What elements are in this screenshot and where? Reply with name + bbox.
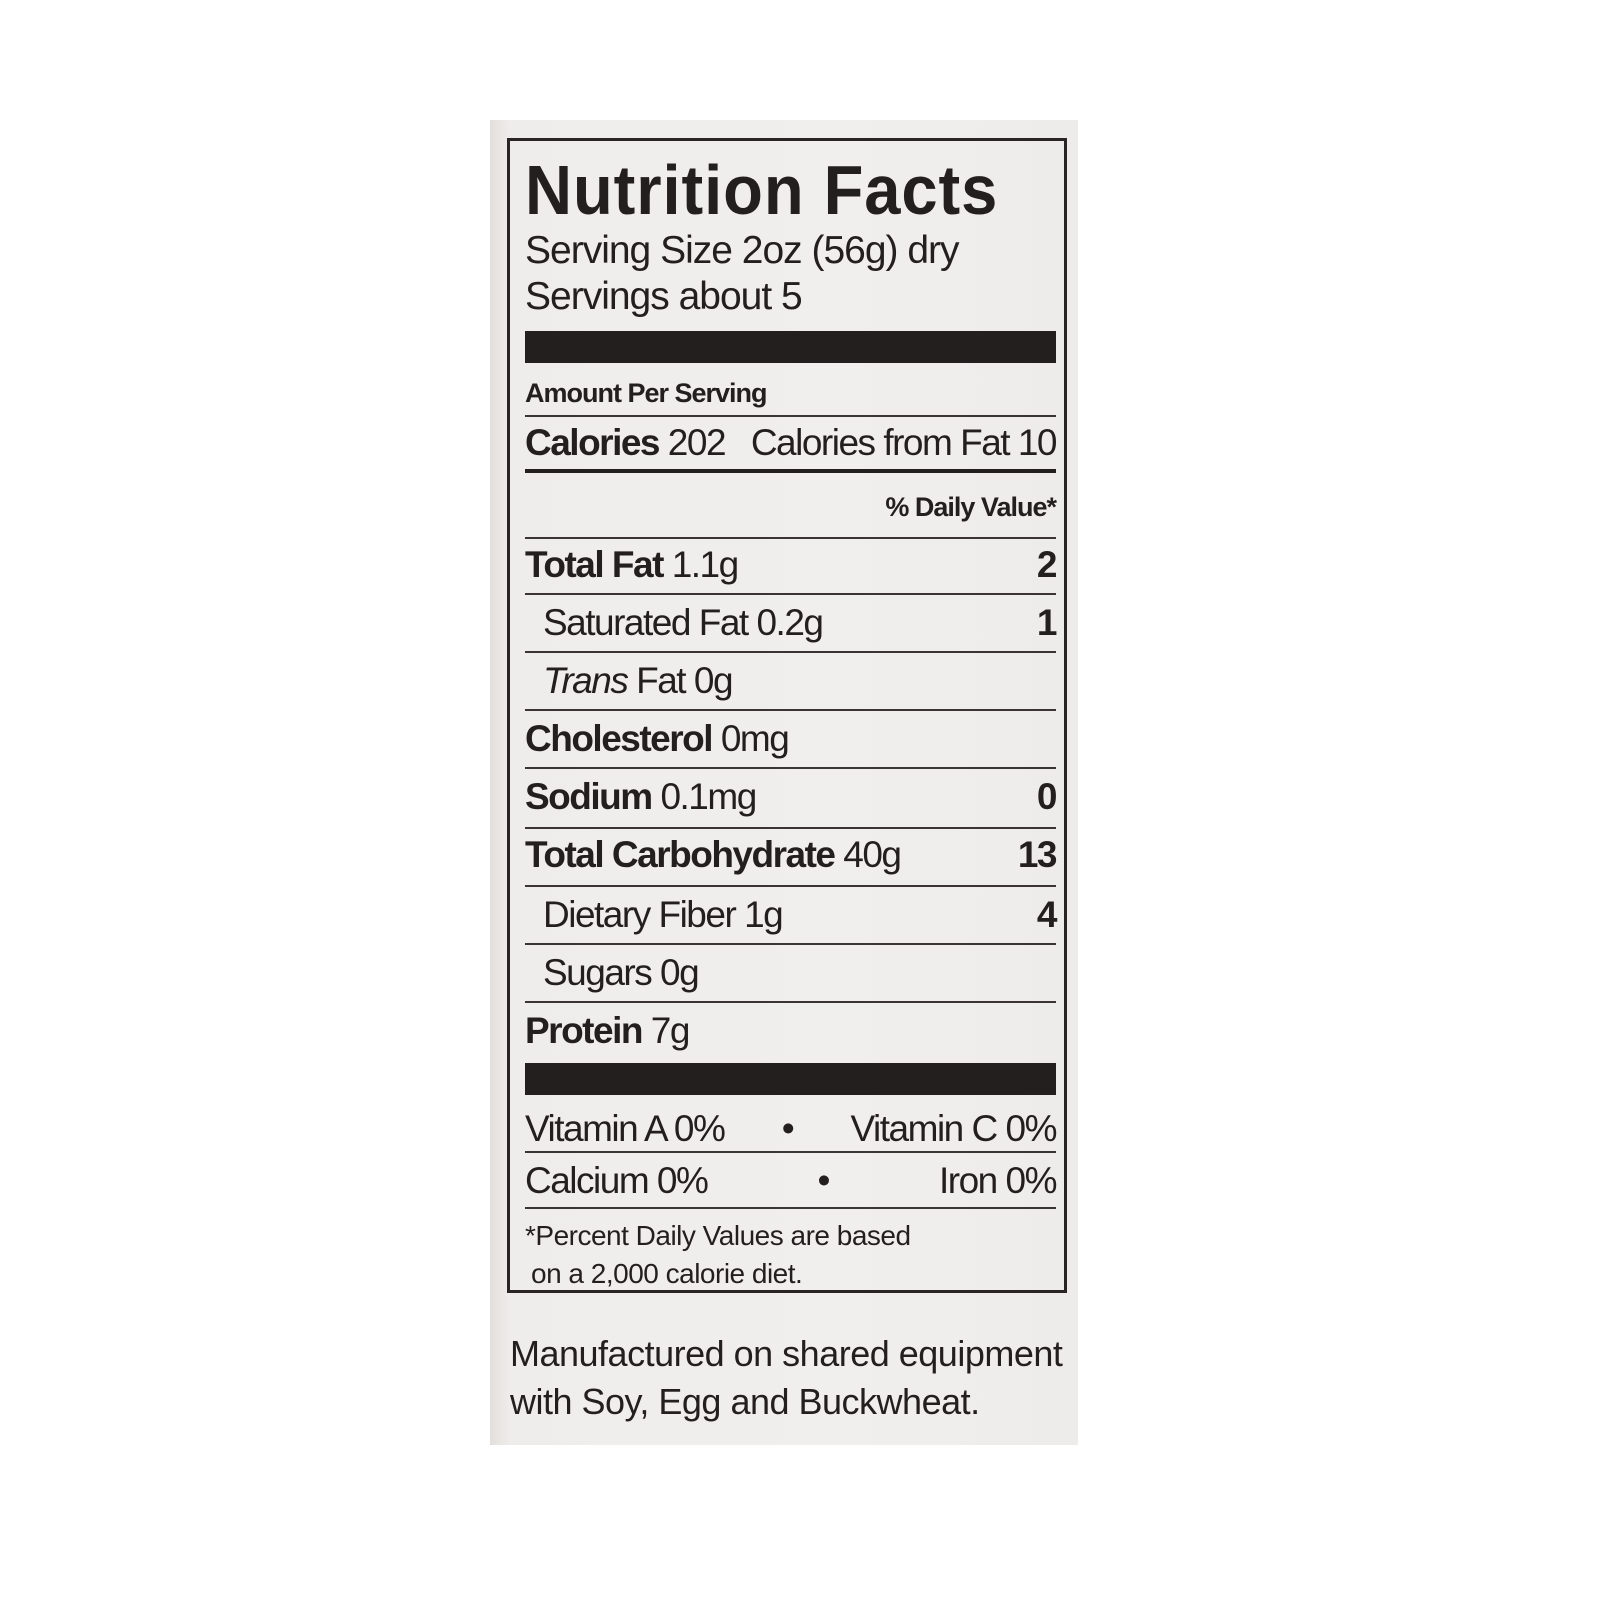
allergen-line-1: Manufactured on shared equipment [510, 1333, 1063, 1374]
amount-per-serving: Amount Per Serving [525, 378, 768, 408]
nutrient-amount: 0.2g [756, 602, 824, 643]
nutrient-dv: 4 [1036, 894, 1058, 935]
bullet: • [817, 1160, 830, 1201]
calories-label: Calories [525, 422, 661, 463]
nutrient-name: Sugars [543, 952, 653, 993]
serving-size: Serving Size 2oz (56g) dry [525, 229, 960, 272]
nutrient-name: Protein [525, 1010, 643, 1051]
nutrient-name: Total Carbohydrate [525, 834, 836, 875]
allergen-line-2: with Soy, Egg and Buckwheat. [510, 1381, 980, 1422]
nutrient-row-total-fat: Total Fat 1.1g 2 [525, 543, 1058, 587]
nutrient-name: Saturated Fat [543, 602, 749, 643]
divider [525, 885, 1056, 887]
nutrient-amount: 7g [650, 1010, 691, 1051]
divider [525, 709, 1056, 711]
nutrient-row-dietary-fiber: Dietary Fiber 1g 4 [525, 893, 1058, 937]
divider [525, 767, 1056, 769]
nutrient-name: Sodium [525, 776, 653, 817]
divider [525, 1207, 1056, 1209]
divider [525, 827, 1056, 829]
vitamin-a: Vitamin A 0% [525, 1108, 726, 1149]
nutrient-name-suffix: Fat [636, 660, 686, 701]
label-panel: Nutrition Facts Serving Size 2oz (56g) d… [490, 120, 1078, 1445]
vitamin-row: Vitamin A 0% • Vitamin C 0% [525, 1107, 1058, 1151]
calories-from-fat: Calories from Fat 10 [750, 422, 1058, 463]
nutrient-dv: 0 [1036, 776, 1058, 817]
nutrient-row-protein: Protein 7g [525, 1009, 1056, 1053]
nutrient-name: Trans [543, 660, 629, 701]
calcium: Calcium 0% [525, 1160, 709, 1201]
nutrient-name: Total Fat [525, 544, 664, 585]
divider [525, 1001, 1056, 1003]
nutrient-row-total-carbohydrate: Total Carbohydrate 40g 13 [525, 833, 1058, 877]
mineral-row: Calcium 0% • Iron 0% [525, 1159, 1058, 1203]
footnote-line-2: on a 2,000 calorie diet. [531, 1258, 803, 1289]
calories-row: Calories 202 Calories from Fat 10 [525, 421, 1058, 465]
nutrient-dv: 2 [1036, 544, 1058, 585]
footnote-line-1: *Percent Daily Values are based [525, 1220, 911, 1251]
daily-value-header: % Daily Value* [885, 492, 1057, 522]
nutrient-name: Dietary Fiber [543, 894, 737, 935]
nutrient-name: Cholesterol [525, 718, 714, 759]
nutrient-amount: 0g [660, 952, 700, 993]
thick-divider [525, 1063, 1056, 1095]
vitamin-c: Vitamin C 0% [850, 1108, 1058, 1149]
nutrient-dv: 1 [1036, 602, 1058, 643]
nutrient-dv: 13 [1017, 834, 1058, 875]
divider [525, 537, 1056, 539]
thick-divider [525, 331, 1056, 363]
iron: Iron 0% [938, 1160, 1058, 1201]
bullet: • [781, 1108, 795, 1149]
nutrient-amount: 0mg [720, 718, 790, 759]
divider [525, 651, 1056, 653]
nutrient-amount: 40g [843, 834, 902, 875]
servings-per-container: Servings about 5 [525, 275, 803, 318]
divider [525, 943, 1056, 945]
divider [525, 415, 1056, 417]
nutrition-facts-box: Nutrition Facts Serving Size 2oz (56g) d… [507, 138, 1067, 1293]
nutrient-amount: 0g [693, 660, 734, 701]
label-title: Nutrition Facts [525, 151, 999, 229]
nutrient-amount: 0.1mg [660, 776, 757, 817]
nutrient-row-sugars: Sugars 0g [525, 951, 1056, 995]
nutrient-amount: 1.1g [671, 544, 740, 585]
calories-value: 202 [667, 422, 727, 463]
divider [525, 1151, 1056, 1153]
medium-divider [525, 469, 1056, 473]
nutrient-row-saturated-fat: Saturated Fat 0.2g 1 [525, 601, 1058, 645]
divider [525, 593, 1056, 595]
nutrient-amount: 1g [744, 894, 784, 935]
nutrient-row-sodium: Sodium 0.1mg 0 [525, 775, 1058, 819]
nutrient-row-cholesterol: Cholesterol 0mg [525, 717, 1056, 761]
nutrient-row-trans-fat: Trans Fat 0g [525, 659, 1056, 703]
allergen-statement: Manufactured on shared equipment with So… [510, 1330, 1063, 1426]
